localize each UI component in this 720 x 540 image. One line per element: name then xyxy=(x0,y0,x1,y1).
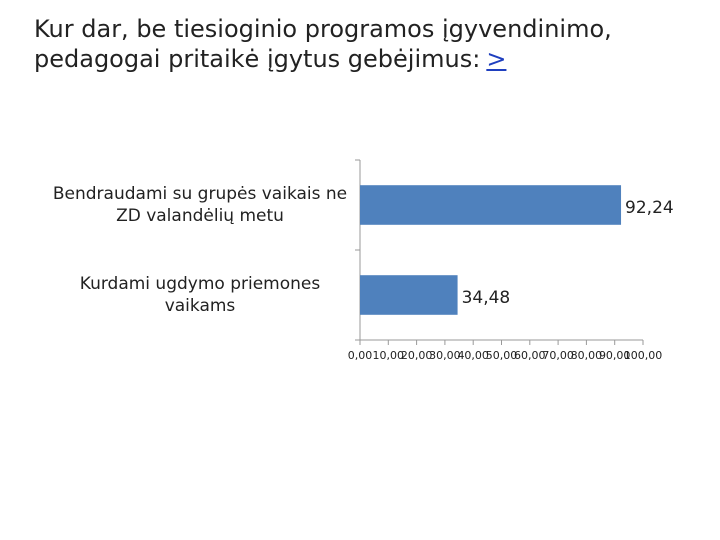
title-link[interactable]: > xyxy=(486,45,507,73)
chart-title: Kur dar, be tiesioginio programos įgyven… xyxy=(34,14,714,74)
title-text: Kur dar, be tiesioginio programos įgyven… xyxy=(34,15,612,73)
x-tick-label: 20,00 xyxy=(401,349,433,362)
x-tick-label: 100,00 xyxy=(624,349,663,362)
x-tick-label: 40,00 xyxy=(457,349,489,362)
bar xyxy=(360,275,458,315)
data-label: 92,24 xyxy=(625,198,674,218)
y-tick-label: Bendraudami su grupės vaikais ne ZD vala… xyxy=(52,184,348,226)
x-tick-label: 30,00 xyxy=(429,349,461,362)
x-tick-label: 0,00 xyxy=(348,349,373,362)
x-tick-label: 60,00 xyxy=(514,349,546,362)
x-tick-label: 10,00 xyxy=(373,349,405,362)
x-tick-label: 50,00 xyxy=(486,349,518,362)
data-label: 34,48 xyxy=(462,288,511,308)
x-tick-label: 90,00 xyxy=(599,349,631,362)
x-tick-label: 70,00 xyxy=(542,349,574,362)
bar xyxy=(360,185,622,225)
x-tick-label: 80,00 xyxy=(571,349,603,362)
y-tick-label: Kurdami ugdymo priemones vaikams xyxy=(79,274,321,316)
